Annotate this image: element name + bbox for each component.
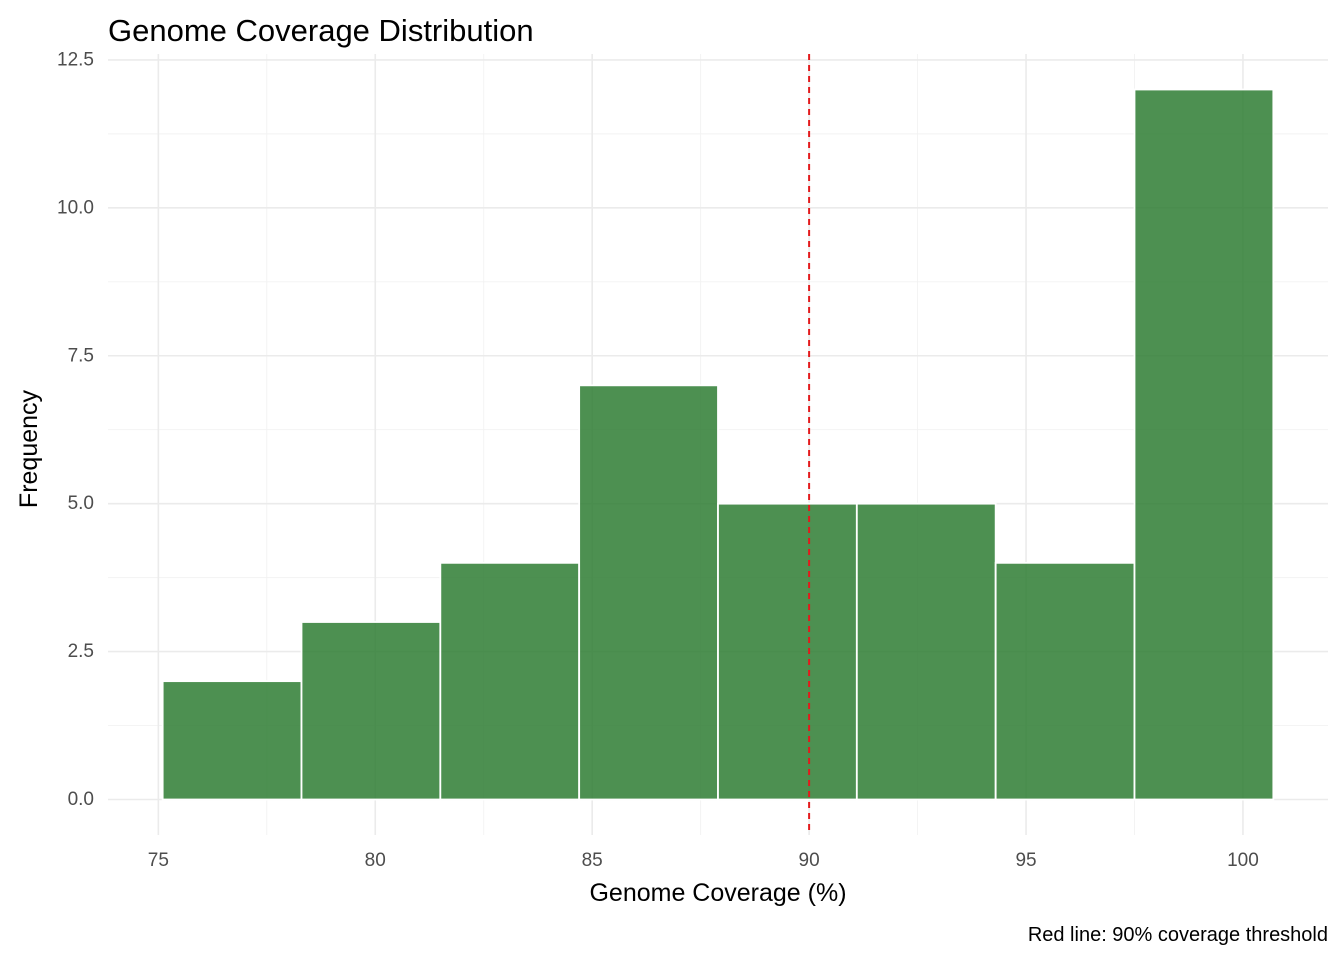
y-tick-label: 2.5 <box>68 641 94 662</box>
bars-layer <box>161 88 1275 801</box>
x-axis-title: Genome Coverage (%) <box>589 879 846 907</box>
histogram-bar <box>439 561 581 801</box>
y-tick-label: 0.0 <box>68 789 94 810</box>
x-tick-label: 100 <box>1227 850 1259 871</box>
x-tick-label: 95 <box>1015 850 1036 871</box>
chart-title: Genome Coverage Distribution <box>108 13 534 48</box>
y-tick-label: 5.0 <box>68 493 94 514</box>
histogram-bar <box>994 561 1136 801</box>
y-axis-title: Frequency <box>15 389 43 508</box>
x-tick-label: 80 <box>365 850 386 871</box>
histogram-bar <box>855 502 997 801</box>
chart-caption: Red line: 90% coverage threshold <box>1028 924 1328 946</box>
y-tick-label: 12.5 <box>57 49 94 70</box>
x-tick-label: 90 <box>799 850 820 871</box>
histogram-bar <box>1133 88 1275 801</box>
tick-labels-layer: 75 80 85 90 95 100 0.0 2.5 5.0 7.5 10.0 12.5 <box>57 49 1259 871</box>
y-tick-label: 7.5 <box>68 345 94 366</box>
x-tick-label: 75 <box>148 850 169 871</box>
histogram-bar <box>300 621 442 801</box>
histogram-bar <box>161 680 303 801</box>
histogram-bar <box>578 384 719 801</box>
x-tick-label: 85 <box>582 850 603 871</box>
histogram-bar <box>717 502 858 801</box>
y-tick-label: 10.0 <box>57 197 94 218</box>
